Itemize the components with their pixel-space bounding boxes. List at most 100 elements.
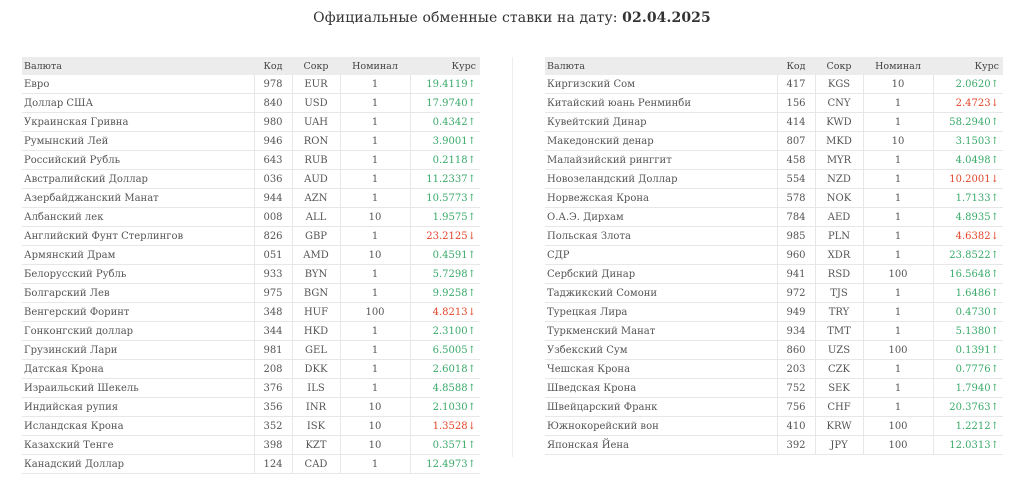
table-row: Израильский Шекель 376 ILS 1 4.8588↑ [22, 378, 480, 398]
currency-nominal: 1 [340, 454, 411, 474]
currency-code: 972 [777, 283, 816, 303]
table-row: Румынский Лей 946 RON 1 3.9001↑ [22, 131, 480, 151]
currency-rate: 2.1030↑ [410, 397, 480, 417]
currency-rate: 4.8935↑ [933, 207, 1003, 227]
currency-rate: 20.3763↑ [933, 397, 1003, 417]
currency-code: 348 [254, 302, 293, 322]
table-row: Канадский Доллар 124 CAD 1 12.4973↑ [22, 454, 480, 474]
currency-nominal: 1 [340, 378, 411, 398]
currency-abbr: KRW [815, 416, 864, 436]
currency-name: Канадский Доллар [22, 454, 255, 474]
table-row: Украинская Гривна 980 UAH 1 0.4342↑ [22, 112, 480, 132]
currency-name: Венгерский Форинт [22, 302, 255, 322]
currency-nominal: 1 [863, 283, 934, 303]
currency-nominal: 1 [863, 207, 934, 227]
rates-table-left-body: Евро 978 EUR 1 19.4119↑ Доллар США 840 USD 1 17.9… [22, 75, 480, 474]
currency-name: Южнокорейский вон [545, 416, 778, 436]
currency-code: 946 [254, 131, 293, 151]
currency-abbr: AUD [292, 169, 341, 189]
currency-rate: 2.4723↓ [933, 93, 1003, 113]
currency-code: 414 [777, 112, 816, 132]
currency-rate: 5.1380↑ [933, 321, 1003, 341]
table-row: Малайзийский ринггит 458 MYR 1 4.0498↑ [545, 150, 1003, 170]
currency-code: 208 [254, 359, 293, 379]
table-row: Евро 978 EUR 1 19.4119↑ [22, 75, 480, 94]
currency-code: 392 [777, 435, 816, 455]
currency-name: Турецкая Лира [545, 302, 778, 322]
currency-rate: 0.7776↑ [933, 359, 1003, 379]
currency-rate: 58.2940↑ [933, 112, 1003, 132]
currency-name: Индийская рупия [22, 397, 255, 417]
currency-name: Албанский лек [22, 207, 255, 227]
currency-abbr: AMD [292, 245, 341, 265]
table-row: Датская Крона 208 DKK 1 2.6018↑ [22, 359, 480, 379]
currency-rate: 10.5773↑ [410, 188, 480, 208]
currency-name: Шведская Крона [545, 378, 778, 398]
currency-nominal: 1 [340, 321, 411, 341]
table-row: Кувейтский Динар 414 KWD 1 58.2940↑ [545, 112, 1003, 132]
currency-name: Кувейтский Динар [545, 112, 778, 132]
currency-abbr: BGN [292, 283, 341, 303]
header-nominal: Номинал [340, 57, 410, 75]
table-row: Албанский лек 008 ALL 10 1.9575↑ [22, 207, 480, 227]
currency-rate: 9.9258↑ [410, 283, 480, 303]
currency-nominal: 100 [863, 435, 934, 455]
table-row: Армянский Драм 051 AMD 10 0.4591↑ [22, 245, 480, 265]
currency-rate: 23.8522↑ [933, 245, 1003, 265]
currency-rate: 2.0620↑ [933, 75, 1003, 94]
currency-abbr: CZK [815, 359, 864, 379]
currency-name: Сербский Динар [545, 264, 778, 284]
currency-code: 344 [254, 321, 293, 341]
currency-abbr: INR [292, 397, 341, 417]
page-title-text: Официальные обменные ставки на дату: [313, 10, 618, 26]
currency-rate: 0.1391↑ [933, 340, 1003, 360]
currency-name: Казахский Тенге [22, 435, 255, 455]
currency-code: 458 [777, 150, 816, 170]
table-row: Казахский Тенге 398 KZT 10 0.3571↑ [22, 435, 480, 455]
currency-nominal: 1 [340, 226, 411, 246]
currency-name: Малайзийский ринггит [545, 150, 778, 170]
currency-rate: 19.4119↑ [410, 75, 480, 94]
currency-nominal: 1 [863, 245, 934, 265]
currency-code: 756 [777, 397, 816, 417]
currency-rate: 4.0498↑ [933, 150, 1003, 170]
currency-nominal: 1 [863, 302, 934, 322]
currency-nominal: 1 [340, 75, 411, 94]
currency-abbr: HKD [292, 321, 341, 341]
table-row: Китайский юань Ренминби 156 CNY 1 2.4723↓ [545, 93, 1003, 113]
currency-code: 980 [254, 112, 293, 132]
rates-table-right-body: Киргизский Сом 417 KGS 10 2.0620↑ Китайский ю… [545, 75, 1003, 455]
currency-code: 036 [254, 169, 293, 189]
currency-rate: 3.1503↑ [933, 131, 1003, 151]
currency-abbr: KGS [815, 75, 864, 94]
currency-nominal: 1 [340, 150, 411, 170]
currency-nominal: 1 [340, 93, 411, 113]
currency-abbr: PLN [815, 226, 864, 246]
currency-name: Норвежская Крона [545, 188, 778, 208]
currency-code: 554 [777, 169, 816, 189]
page-title-date: 02.04.2025 [622, 10, 711, 26]
table-row: Российский Рубль 643 RUB 1 0.2118↑ [22, 150, 480, 170]
table-row: Туркменский Манат 934 TMT 1 5.1380↑ [545, 321, 1003, 341]
table-row: СДР 960 XDR 1 23.8522↑ [545, 245, 1003, 265]
header-code: Код [254, 57, 292, 75]
table-row: Болгарский Лев 975 BGN 1 9.9258↑ [22, 283, 480, 303]
currency-name: Доллар США [22, 93, 255, 113]
header-currency: Валюта [545, 57, 777, 75]
currency-nominal: 10 [340, 207, 411, 227]
table-row: Сербский Динар 941 RSD 100 16.5648↑ [545, 264, 1003, 284]
currency-code: 376 [254, 378, 293, 398]
table-row: Швейцарский Франк 756 CHF 1 20.3763↑ [545, 397, 1003, 417]
currency-abbr: MYR [815, 150, 864, 170]
header-rate: Курс [933, 57, 1003, 75]
table-row: Турецкая Лира 949 TRY 1 0.4730↑ [545, 302, 1003, 322]
currency-rate: 16.5648↑ [933, 264, 1003, 284]
currency-nominal: 1 [340, 264, 411, 284]
currency-name: СДР [545, 245, 778, 265]
currency-name: Евро [22, 75, 255, 94]
currency-nominal: 1 [863, 321, 934, 341]
table-row: Белорусский Рубль 933 BYN 1 5.7298↑ [22, 264, 480, 284]
currency-rate: 6.5005↑ [410, 340, 480, 360]
currency-rate: 3.9001↑ [410, 131, 480, 151]
table-row: Узбекский Сум 860 UZS 100 0.1391↑ [545, 340, 1003, 360]
